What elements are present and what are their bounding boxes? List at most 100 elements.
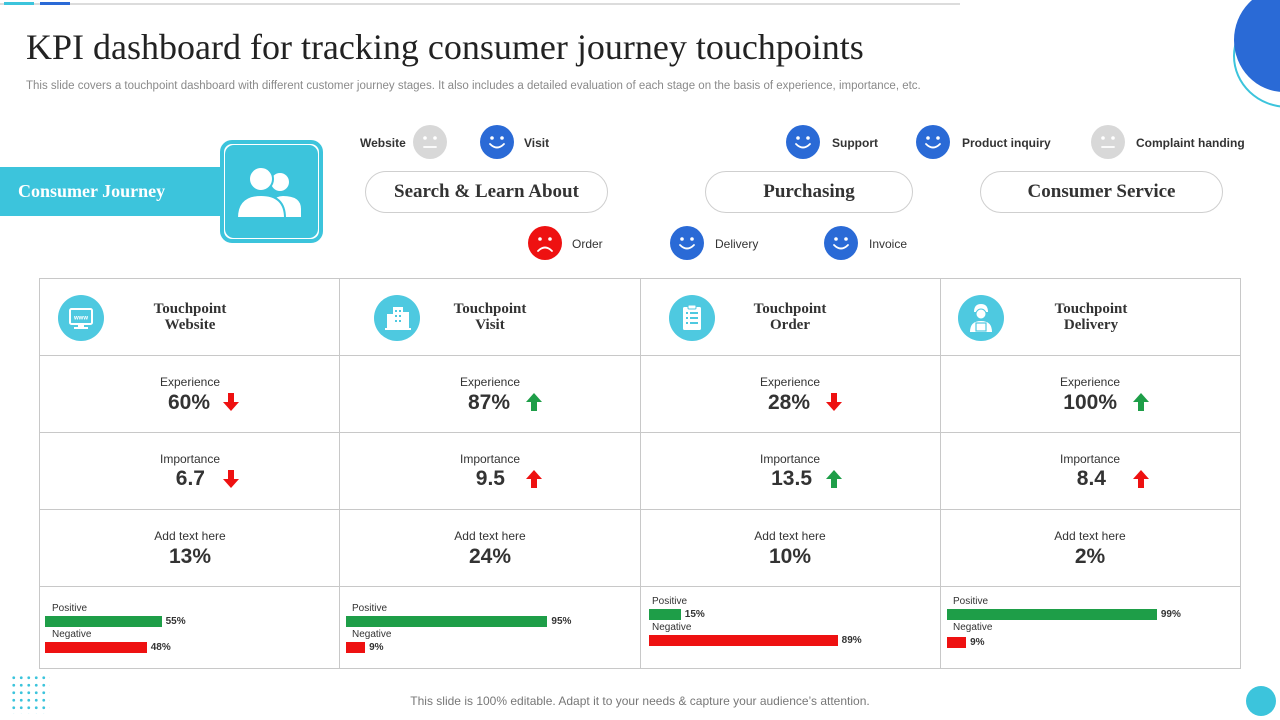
trend-down-icon (223, 470, 239, 488)
touchpoint-heading-delivery: Touchpoint Delivery (1021, 301, 1161, 333)
experience-label: Experience (159, 375, 221, 389)
happy-face-icon (824, 226, 858, 260)
positive-value: 15% (684, 609, 705, 620)
touchpoint-heading-website: Touchpoint Website (120, 301, 260, 333)
building-icon (374, 295, 420, 341)
importance-label: Importance (159, 452, 221, 466)
touchpoint-heading-line1: Touchpoint (453, 301, 527, 317)
negative-value: 9% (369, 642, 384, 653)
positive-bar (45, 616, 162, 627)
positive-bar (947, 609, 1157, 620)
sad-face-icon (528, 226, 562, 260)
delivery-person-icon (958, 295, 1004, 341)
touchpoint-heading-line1: Touchpoint (1054, 301, 1128, 317)
row-divider (39, 586, 1241, 587)
touchpoint-heading-line1: Touchpoint (753, 301, 827, 317)
touchpoint-heading-line2: Delivery (1063, 317, 1119, 333)
extra-label: Add text here (454, 529, 526, 543)
negative-label: Negative (52, 629, 92, 640)
importance-value: 6.7 (175, 467, 205, 490)
smiley-label-order: Order (572, 237, 603, 251)
top-accent-blue (40, 2, 70, 5)
stage-purchasing: Purchasing (705, 171, 913, 213)
positive-bar (346, 616, 548, 627)
page-subtitle: This slide covers a touchpoint dashboard… (26, 80, 921, 92)
neutral-face-icon (413, 125, 447, 159)
dot-grid-decoration (10, 674, 50, 714)
negative-value: 48% (150, 642, 171, 653)
extra-value: 10% (768, 545, 812, 568)
neutral-face-icon (1091, 125, 1125, 159)
corner-dot-decoration (1246, 686, 1276, 716)
consumer-journey-ribbon (0, 167, 240, 216)
positive-bar (649, 609, 681, 620)
touchpoint-heading-order: Touchpoint Order (720, 301, 860, 333)
negative-label: Negative (652, 622, 692, 633)
consumer-journey-label: Consumer Journey (18, 181, 166, 201)
row-divider (39, 509, 1241, 510)
smiley-label-complaint: Complaint handing (1136, 136, 1245, 150)
negative-value: 89% (841, 635, 862, 646)
positive-label: Positive (52, 603, 88, 614)
column-divider (940, 278, 941, 669)
www-icon: www (58, 295, 104, 341)
trend-down-icon (223, 393, 239, 411)
happy-face-icon (480, 125, 514, 159)
svg-text:www: www (73, 316, 88, 322)
importance-value: 8.4 (1076, 467, 1106, 490)
negative-label: Negative (953, 622, 993, 633)
stage-consumer-service: Consumer Service (980, 171, 1223, 213)
happy-face-icon (670, 226, 704, 260)
extra-label: Add text here (154, 529, 226, 543)
importance-label: Importance (1059, 452, 1121, 466)
extra-value: 13% (168, 545, 212, 568)
touchpoint-heading-visit: Touchpoint Visit (420, 301, 560, 333)
positive-label: Positive (652, 596, 688, 607)
experience-label: Experience (1059, 375, 1121, 389)
happy-face-icon (916, 125, 950, 159)
extra-label: Add text here (1054, 529, 1126, 543)
touchpoint-heading-line1: Touchpoint (153, 301, 227, 317)
negative-bar (649, 635, 838, 646)
negative-bar (45, 642, 147, 653)
happy-face-icon (786, 125, 820, 159)
experience-label: Experience (759, 375, 821, 389)
touchpoint-heading-line2: Visit (475, 317, 505, 333)
trend-up-icon (526, 470, 542, 488)
extra-value: 24% (468, 545, 512, 568)
row-divider (39, 432, 1241, 433)
importance-value: 13.5 (771, 467, 812, 490)
positive-label: Positive (352, 603, 388, 614)
column-divider (640, 278, 641, 669)
importance-label: Importance (459, 452, 521, 466)
positive-label: Positive (953, 596, 989, 607)
positive-value: 55% (165, 616, 186, 627)
experience-value: 87% (467, 391, 510, 414)
positive-value: 99% (1160, 609, 1181, 620)
clipboard-icon (669, 295, 715, 341)
experience-value: 100% (1063, 391, 1117, 414)
experience-label: Experience (459, 375, 521, 389)
footer-note: This slide is 100% editable. Adapt it to… (410, 694, 870, 708)
extra-label: Add text here (754, 529, 826, 543)
smiley-label-visit: Visit (524, 136, 550, 150)
negative-value: 9% (970, 637, 985, 648)
page-title: KPI dashboard for tracking consumer jour… (26, 27, 864, 67)
trend-up-icon (1133, 393, 1149, 411)
row-divider (39, 355, 1241, 356)
negative-bar (346, 642, 366, 653)
experience-value: 28% (767, 391, 810, 414)
importance-value: 9.5 (475, 467, 505, 490)
negative-bar (947, 637, 967, 648)
smiley-label-support: Support (832, 136, 878, 150)
smiley-label-delivery: Delivery (715, 237, 759, 251)
trend-up-icon (526, 393, 542, 411)
column-divider (339, 278, 340, 669)
smiley-label-product-inquiry: Product inquiry (962, 136, 1051, 150)
importance-label: Importance (759, 452, 821, 466)
trend-up-icon (1133, 470, 1149, 488)
positive-value: 95% (551, 616, 572, 627)
smiley-label-invoice: Invoice (869, 237, 908, 251)
trend-up-icon (826, 470, 842, 488)
smiley-label-website: Website (360, 136, 406, 150)
